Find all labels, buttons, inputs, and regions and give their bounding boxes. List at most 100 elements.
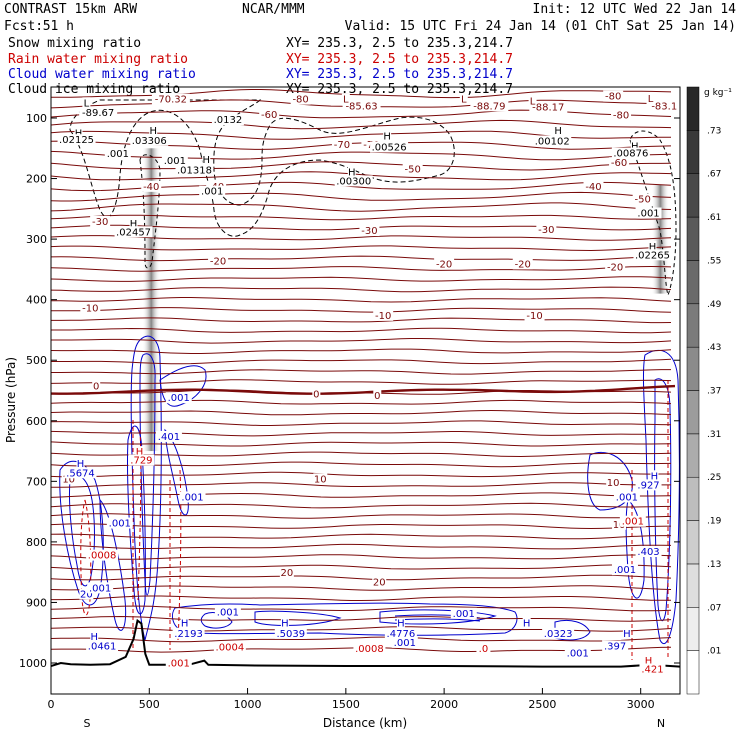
- label-mask: [633, 249, 672, 261]
- label-mask: [605, 261, 626, 273]
- label-mask: [536, 223, 557, 235]
- isotherm-line: [51, 327, 672, 334]
- isotherm-line: [51, 420, 672, 426]
- extremum-label: H: [203, 155, 211, 166]
- label-mask: [312, 388, 321, 400]
- isotherm-line: [51, 543, 672, 550]
- colorbar-segment: [686, 650, 700, 695]
- colorbar-label: .61: [707, 213, 721, 223]
- label-mask: [213, 641, 246, 653]
- extremum-label: .02125: [59, 135, 94, 146]
- temperature-label: -10: [526, 311, 542, 322]
- isotherm-line: [51, 317, 672, 324]
- label-mask: [450, 607, 477, 619]
- contour-labels: -70.32 -80 -85.63 -88.79 -88.17 -80 -83.1 -89.6…: [57, 90, 681, 675]
- extremum-label: .397: [604, 641, 626, 652]
- y-tick-label: 800: [26, 536, 47, 549]
- isotherm-line: [51, 276, 672, 282]
- label-mask: [611, 564, 638, 576]
- label-mask: [64, 467, 97, 479]
- extremum-label: L: [84, 98, 90, 109]
- temperature-label: -10: [375, 311, 391, 322]
- label-mask: [179, 491, 206, 503]
- y-axis-label: Pressure (hPa): [4, 357, 18, 443]
- extremum-label: H: [631, 141, 639, 152]
- label-mask: [612, 518, 627, 530]
- y-tick-label: 100: [26, 112, 47, 125]
- extremum-label: .403: [637, 547, 659, 558]
- extremum-label: .00102: [535, 136, 570, 147]
- label-mask: [373, 309, 394, 321]
- legend-rain-name: Rain water mixing ratio: [8, 52, 188, 67]
- label-mask: [172, 627, 205, 639]
- zero-isotherm: [51, 384, 676, 395]
- colorbar: .01 .07 .13 .19 .25 .31 .37 .43 .49 .55 .61 .67 .73: [686, 86, 722, 695]
- colorbar-segment: [686, 303, 700, 348]
- label-mask: [632, 193, 653, 205]
- isotherm-line: [51, 338, 672, 344]
- label-mask: [211, 114, 244, 126]
- legend: Snow mixing ratio XY= 235.3, 2.5 to 235.…: [8, 36, 513, 97]
- temperature-label: 10: [314, 474, 327, 485]
- extremum-label: .001: [616, 493, 638, 504]
- extremum-label: H: [281, 618, 289, 629]
- extremum-label: .4776: [387, 629, 416, 640]
- temperature-label: -40: [585, 182, 601, 193]
- label-mask: [90, 630, 99, 642]
- label-mask: [180, 617, 189, 629]
- extremum-label: H: [348, 167, 356, 178]
- extremum-label: H: [623, 629, 631, 640]
- extremum-label: .5039: [276, 629, 305, 640]
- label-mask: [613, 491, 640, 503]
- colorbar-label: .73: [707, 126, 721, 136]
- y-tick-label: 300: [26, 233, 47, 246]
- temperature-label: -50: [634, 195, 650, 206]
- colorbar-label: .37: [707, 387, 721, 397]
- colorbar-label: .43: [707, 343, 721, 353]
- label-mask: [331, 139, 352, 151]
- isotherm-line: [51, 636, 672, 643]
- colorbar-segment: [686, 433, 700, 478]
- colorbar-label: .25: [707, 473, 721, 483]
- label-mask: [90, 215, 111, 227]
- label-mask: [82, 97, 91, 109]
- label-mask: [280, 617, 289, 629]
- label-mask: [644, 655, 653, 666]
- colorbar-segment: [686, 607, 700, 651]
- extremum-label: H: [181, 618, 189, 629]
- extremum-label: .001: [453, 609, 475, 620]
- isotherm-line: [51, 513, 672, 519]
- temperature-label: 10: [613, 520, 626, 531]
- temperature-label: 10: [607, 478, 620, 489]
- label-mask: [635, 207, 662, 219]
- colorbar-label: .67: [707, 170, 721, 180]
- colorbar-segment: [686, 130, 700, 174]
- label-mask: [648, 100, 681, 112]
- y-tick-label: 600: [26, 415, 47, 428]
- extremum-label: H: [649, 242, 657, 253]
- isotherm-line: [51, 369, 671, 375]
- extremum-label: H: [554, 126, 562, 137]
- temperature-label: -83.1: [651, 101, 677, 112]
- isotherm-line: [51, 297, 672, 303]
- label-mask: [155, 430, 182, 442]
- isotherm-line: [51, 441, 672, 447]
- y-tick-label: 200: [26, 173, 47, 186]
- extremum-label: .0004: [216, 643, 245, 654]
- label-mask: [359, 225, 380, 237]
- temperature-label: -30: [92, 217, 108, 228]
- temperature-label: -70: [334, 140, 350, 151]
- extremum-label: L: [648, 94, 654, 105]
- extremum-label: H: [130, 219, 138, 230]
- extremum-label: H: [149, 126, 157, 137]
- label-mask: [529, 101, 568, 113]
- label-mask: [161, 154, 188, 166]
- label-mask: [128, 454, 155, 466]
- extremum-label: H: [77, 459, 85, 470]
- label-mask: [611, 147, 650, 159]
- snow-shading-column: [142, 148, 161, 452]
- label-mask: [522, 617, 531, 629]
- temperature-label: 0: [374, 391, 380, 402]
- colorbar-label: .55: [707, 256, 721, 266]
